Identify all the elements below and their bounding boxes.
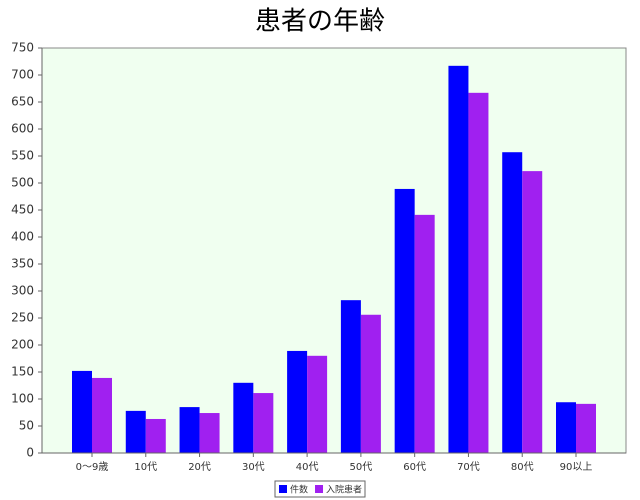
bar	[360, 314, 381, 453]
legend-swatch	[279, 485, 287, 493]
y-tick-label: 50	[19, 419, 34, 433]
y-tick-label: 550	[11, 149, 34, 163]
x-tick-label: 70代	[457, 461, 480, 473]
legend-label: 入院患者	[326, 484, 362, 496]
x-tick-label: 90以上	[560, 461, 593, 473]
bar	[414, 214, 435, 453]
legend-swatch	[315, 485, 324, 493]
bar	[145, 418, 166, 453]
y-tick-label: 600	[11, 122, 34, 136]
y-tick-label: 350	[11, 257, 34, 271]
y-tick-label: 150	[11, 365, 34, 379]
bar	[556, 402, 576, 453]
chart-title: 患者の年齢	[255, 7, 385, 37]
x-tick-label: 60代	[403, 461, 426, 473]
bar	[233, 382, 254, 453]
x-tick-label: 30代	[242, 461, 265, 473]
y-tick-label: 400	[11, 230, 34, 244]
x-tick-label: 20代	[188, 461, 211, 473]
bar	[287, 350, 308, 453]
bar	[448, 65, 469, 453]
bar	[253, 393, 274, 453]
bar	[468, 92, 489, 453]
x-tick-label: 0〜9歳	[76, 461, 109, 473]
x-tick-label: 50代	[350, 461, 373, 473]
bar	[394, 188, 415, 453]
y-tick-label: 700	[11, 68, 34, 82]
y-tick-label: 750	[11, 41, 34, 55]
y-tick-label: 500	[11, 176, 34, 190]
bar	[502, 152, 523, 453]
bar	[522, 171, 543, 453]
y-tick-label: 450	[11, 203, 34, 217]
bar	[92, 377, 112, 453]
y-tick-label: 650	[11, 95, 34, 109]
x-tick-label: 10代	[134, 461, 157, 473]
x-tick-label: 40代	[296, 461, 319, 473]
bar	[179, 407, 200, 453]
y-tick-label: 0	[26, 446, 34, 460]
bar	[576, 403, 596, 453]
bar	[72, 370, 92, 453]
bar	[340, 300, 361, 453]
bar	[199, 413, 220, 453]
x-tick-label: 80代	[511, 461, 534, 473]
y-tick-label: 100	[11, 392, 34, 406]
bar	[307, 355, 328, 453]
y-tick-label: 300	[11, 284, 34, 298]
y-tick-label: 250	[11, 311, 34, 325]
bar	[125, 410, 146, 453]
legend-label: 件数	[290, 484, 308, 496]
y-tick-label: 200	[11, 338, 34, 352]
